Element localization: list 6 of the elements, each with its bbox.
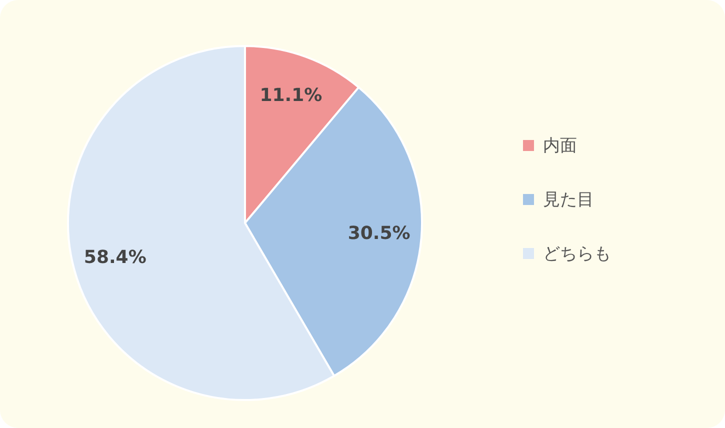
legend-label: 内面 (543, 134, 577, 156)
data-label: 58.4% (84, 246, 146, 268)
data-label: 30.5% (348, 223, 410, 244)
legend-label: どちらも (543, 242, 611, 264)
legend-label: 見た目 (543, 188, 594, 210)
data-label: 11.1% (260, 85, 322, 106)
